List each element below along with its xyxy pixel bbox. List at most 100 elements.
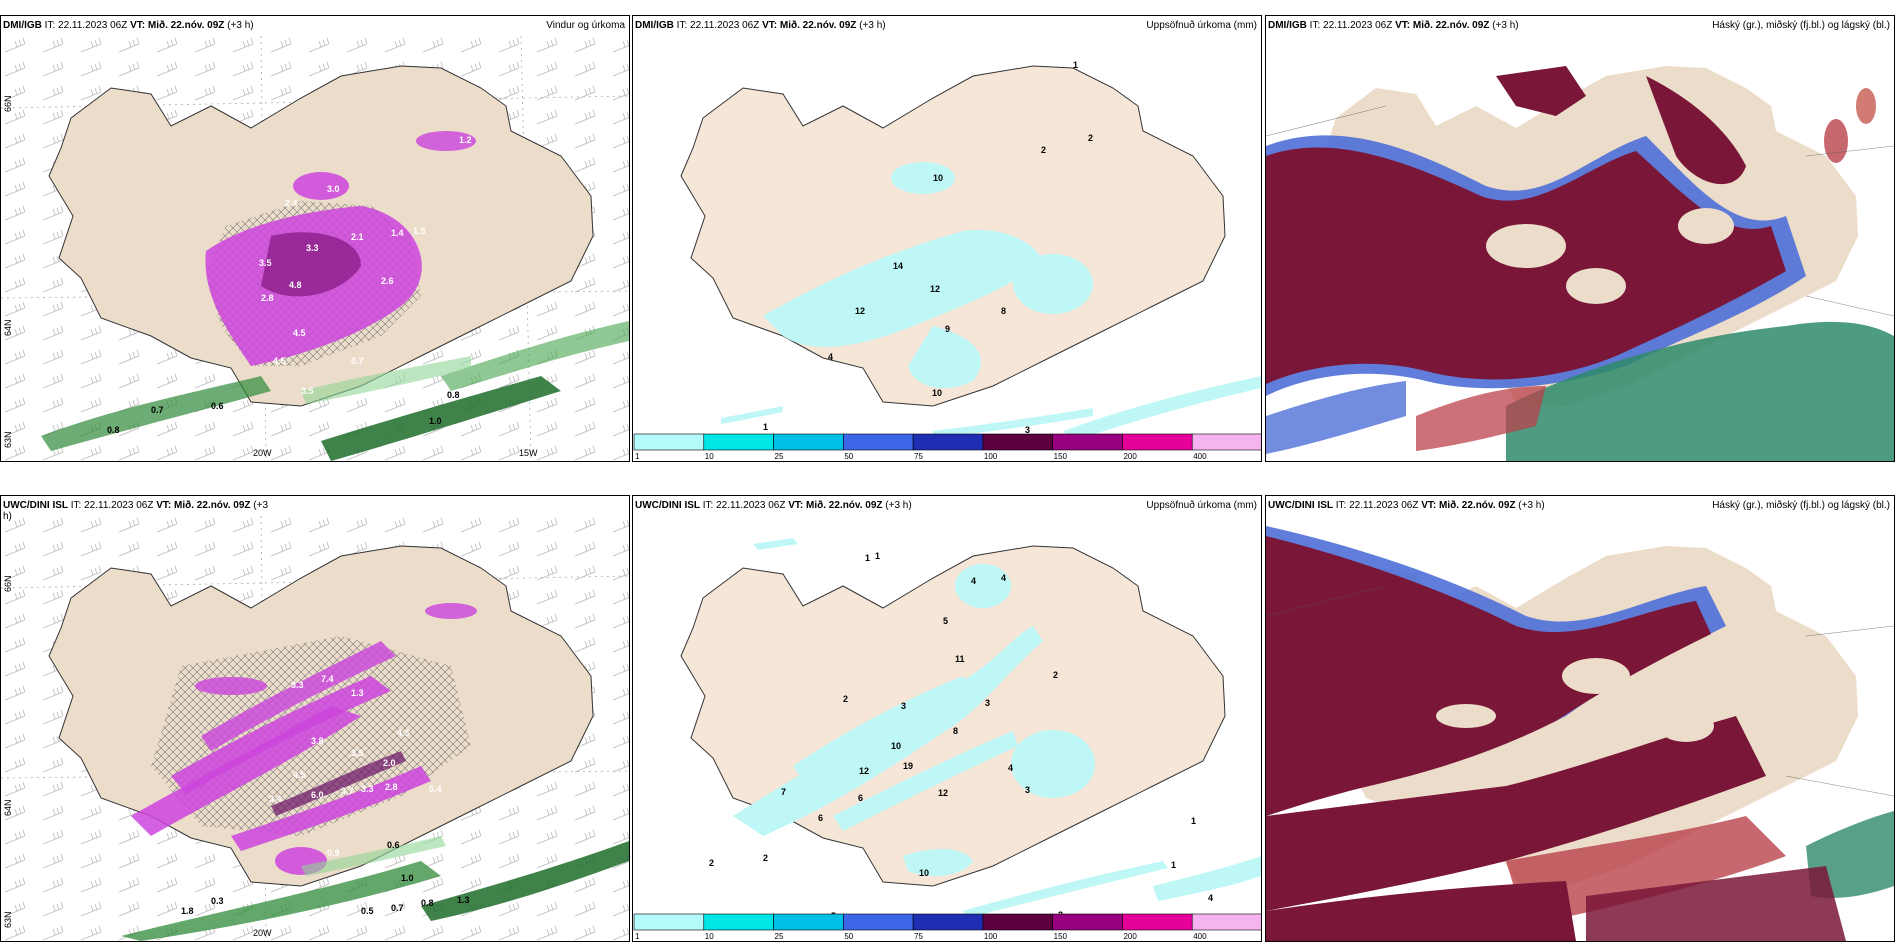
map-panel-dmi-precip: DMI/IGB IT: 22.11.2023 06Z VT: Mið. 22.n… — [632, 15, 1262, 462]
precip-value: 12 — [855, 306, 865, 316]
colorbar-tick-label: 75 — [914, 932, 923, 941]
precip-value: 7.4 — [321, 674, 334, 684]
precip-value: 3.4 — [269, 794, 282, 804]
colorbar-tick-label: 50 — [844, 932, 853, 941]
panel-header: DMI/IGB IT: 22.11.2023 06Z VT: Mið. 22.n… — [3, 20, 625, 34]
source-label: DMI/IGB — [3, 20, 42, 31]
precip-value: 6 — [858, 793, 863, 803]
precip-value: 1 — [1191, 816, 1196, 826]
colorbar-tick-label: 10 — [705, 932, 714, 941]
precip-value: 2 — [1053, 670, 1058, 680]
precip-value: 3.7 — [341, 786, 354, 796]
map-accumulated-precip[interactable]: 1 1 4 4 5 11 2 2 3 3 8 10 19 12 7 6 6 12… — [633, 516, 1261, 941]
it-label: IT: — [44, 20, 56, 31]
panel-header: DMI/IGB IT: 22.11.2023 06Z VT: Mið. 22.n… — [1268, 20, 1890, 34]
map-panel-dmi-clouds: DMI/IGB IT: 22.11.2023 06Z VT: Mið. 22.n… — [1265, 15, 1895, 462]
panel-title: Vindur og úrkoma — [546, 20, 625, 31]
precip-value: 0.8 — [421, 898, 434, 908]
colorbar-swatch — [1191, 913, 1261, 931]
precip-value: 1.5 — [413, 226, 426, 236]
colorbar-swatch — [912, 433, 984, 451]
precip-value: 10 — [933, 173, 943, 183]
colorbar-swatch — [703, 433, 774, 451]
precip-value: 1 — [763, 422, 768, 432]
panel-header: DMI/IGB IT: 22.11.2023 06Z VT: Mið. 22.n… — [635, 20, 1257, 34]
lead-time: (+3 h) — [1492, 20, 1519, 31]
precip-value: 2.8 — [385, 782, 398, 792]
map-accumulated-precip[interactable]: 10 2 2 14 12 12 8 9 4 10 1 3 4 1 — [633, 36, 1261, 461]
map-panel-uwc-clouds: UWC/DINI ISL IT: 22.11.2023 06Z VT: Mið.… — [1265, 495, 1895, 942]
vt-value: Mið. 22.nóv. 09Z — [147, 20, 225, 31]
lead-time: (+3 h) — [885, 500, 912, 511]
colorbar-swatch — [1191, 433, 1261, 451]
colorbar-tick-label: 150 — [1054, 452, 1068, 461]
colorbar-swatch — [982, 433, 1053, 451]
colorbar-swatch — [773, 433, 844, 451]
precip-value: 3 — [985, 698, 990, 708]
lead-time: (+3 — [253, 500, 269, 511]
precip-value: 0.7 — [151, 405, 164, 415]
colorbar-tick-label: 10 — [705, 452, 714, 461]
precip-value: 12 — [938, 788, 948, 798]
precip-value: 1.3 — [457, 895, 470, 905]
colorbar-swatch — [1122, 433, 1193, 451]
precip-value: 4.5 — [293, 328, 306, 338]
colorbar-tick-label: 25 — [775, 932, 784, 941]
precip-value: 3.3 — [291, 680, 304, 690]
colorbar-tick-label: 1 — [635, 932, 640, 941]
colorbar-tick-label: 50 — [844, 452, 853, 461]
colorbar-swatch — [633, 913, 705, 931]
lon-label: 15W — [519, 448, 538, 458]
precip-value: 3.8 — [311, 736, 324, 746]
precip-colorbar: 1 10 25 50 75 100 150 200 400 — [633, 433, 1261, 461]
map-panel-uwc-precip: UWC/DINI ISL IT: 22.11.2023 06Z VT: Mið.… — [632, 495, 1262, 942]
precip-value: 3.5 — [259, 258, 272, 268]
lead-time: (+3 h) — [859, 20, 886, 31]
precip-value: 5 — [943, 616, 948, 626]
precip-value: 1.8 — [181, 906, 194, 916]
precip-value: 3.3 — [306, 243, 319, 253]
precip-value: 6.0 — [311, 790, 324, 800]
precip-value: 10 — [919, 868, 929, 878]
precip-value: 2.1 — [351, 232, 364, 242]
vt-value: Mið. 22.nóv. 09Z — [174, 500, 251, 511]
panel-title: Háský (gr.), miðský (fj.bl.) og lágský (… — [1712, 500, 1890, 511]
precip-value: 0.9 — [327, 848, 340, 858]
precip-value: 2.0 — [383, 758, 396, 768]
precip-value: 4 — [828, 352, 833, 362]
precip-value: 0.6 — [211, 401, 224, 411]
map-cloud-cover[interactable] — [1266, 516, 1894, 941]
precip-colorbar: 1 10 25 50 75 100 150 200 400 — [633, 913, 1261, 941]
panel-header: UWC/DINI ISL IT: 22.11.2023 06Z VT: Mið.… — [635, 500, 1257, 514]
colorbar-swatch — [912, 913, 984, 931]
precip-value: 2 — [1041, 145, 1046, 155]
lat-label: 64N — [3, 799, 13, 816]
lead-time: (+3 h) — [1518, 500, 1545, 511]
lon-label: 20W — [253, 448, 272, 458]
map-wind-precip[interactable]: 3.0 2.4 3.3 2.1 1.4 1.5 3.5 4.8 2.6 2.8 … — [1, 36, 629, 461]
colorbar-tick-label: 100 — [984, 932, 998, 941]
colorbar-tick-label: 200 — [1123, 932, 1137, 941]
precip-value: 0.3 — [459, 442, 472, 452]
vt-label: VT: — [1421, 500, 1437, 511]
map-cloud-cover[interactable] — [1266, 36, 1894, 461]
precip-value: 0.7 — [391, 903, 404, 913]
map-wind-precip[interactable]: 3.3 7.4 1.3 3.8 3.5 2.0 4.3 4.5 6.0 3.7 … — [1, 516, 629, 941]
precip-value: 3.5 — [351, 748, 364, 758]
precip-value: 1 — [865, 553, 870, 563]
precip-value: 2 — [843, 694, 848, 704]
panel-title: Uppsöfnuð úrkoma (mm) — [1146, 20, 1257, 31]
precip-value: 11 — [955, 654, 965, 664]
precip-value: 4.3 — [397, 728, 410, 738]
precip-value: 3.5 — [301, 386, 314, 396]
colorbar-swatch — [1122, 913, 1193, 931]
precip-value: 0.6 — [387, 840, 400, 850]
source-label: UWC/DINI ISL — [635, 500, 700, 511]
precip-value: 3.3 — [361, 784, 374, 794]
precip-value: 10 — [932, 388, 942, 398]
precip-value: 1.0 — [429, 416, 442, 426]
colorbar-tick-label: 1 — [635, 452, 640, 461]
lon-label: 20W — [253, 928, 272, 938]
source-label: DMI/IGB — [635, 20, 674, 31]
colorbar-tick-label: 25 — [775, 452, 784, 461]
